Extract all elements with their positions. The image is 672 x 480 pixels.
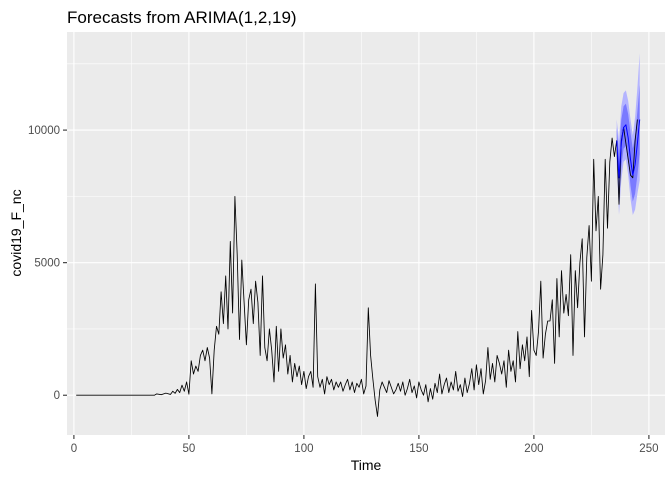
forecast-mean-line xyxy=(616,119,641,179)
x-tick-label: 250 xyxy=(639,443,658,455)
x-tick-label: 0 xyxy=(71,443,77,455)
y-axis-title: covid19_F_nc xyxy=(8,189,24,276)
grid-major xyxy=(67,32,665,435)
y-tick-label: 5000 xyxy=(34,258,60,270)
y-tick-label: 0 xyxy=(54,390,60,402)
chart-title: Forecasts from ARIMA(1,2,19) xyxy=(67,8,297,27)
x-axis: 0 50 100 150 200 250 xyxy=(71,435,658,455)
x-tick-label: 100 xyxy=(294,443,313,455)
grid-minor xyxy=(67,32,665,435)
y-axis: 0 5000 10000 xyxy=(28,125,67,402)
observed-series-line xyxy=(76,119,638,417)
x-tick-label: 200 xyxy=(524,443,543,455)
y-tick-label: 10000 xyxy=(28,125,60,137)
forecast-band-80 xyxy=(616,85,640,202)
forecast-bands xyxy=(616,53,640,215)
series-lines xyxy=(76,119,641,417)
x-tick-label: 150 xyxy=(409,443,428,455)
x-axis-title: Time xyxy=(351,457,382,473)
x-tick-label: 50 xyxy=(183,443,196,455)
plot-panel xyxy=(67,32,665,435)
